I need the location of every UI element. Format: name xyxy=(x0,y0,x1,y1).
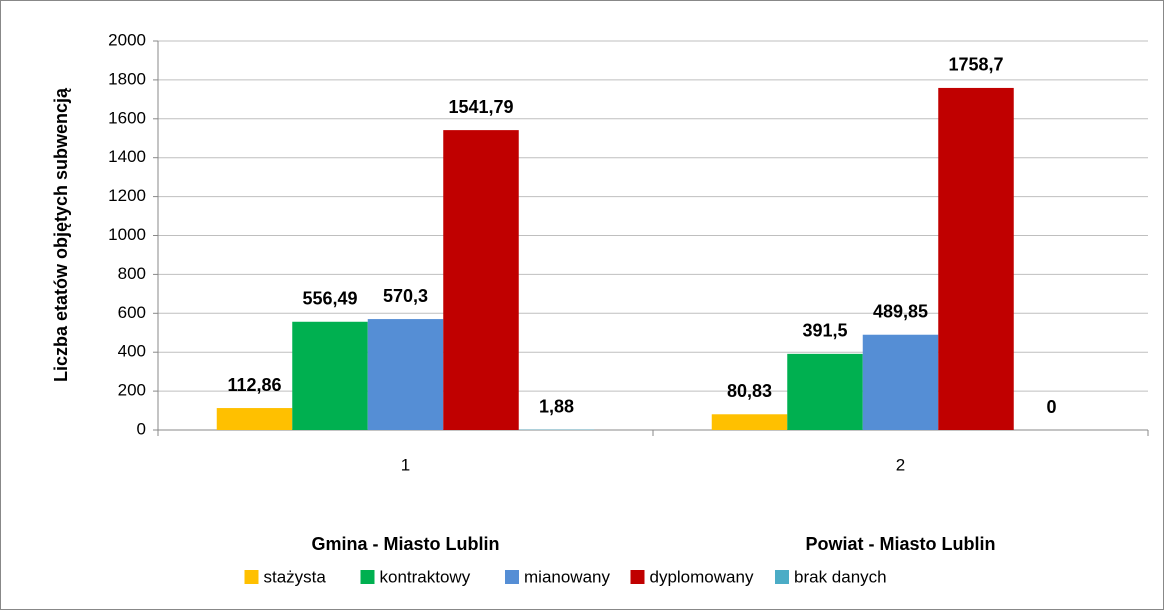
data-label: 1541,79 xyxy=(448,97,513,117)
legend-label: kontraktowy xyxy=(380,567,471,586)
data-label: 570,3 xyxy=(383,286,428,306)
y-tick-label: 600 xyxy=(118,303,146,322)
data-label: 556,49 xyxy=(302,289,357,309)
bar xyxy=(292,321,368,430)
legend-swatch xyxy=(244,570,259,584)
data-label: 1758,7 xyxy=(948,55,1003,75)
y-tick-label: 400 xyxy=(118,342,146,361)
y-tick-label: 200 xyxy=(118,381,146,400)
x-tick-label: 1 xyxy=(401,455,410,474)
legend-label: brak danych xyxy=(794,567,887,586)
legend-label: mianowany xyxy=(524,567,610,586)
legend-label: stażysta xyxy=(264,567,327,586)
data-label: 80,83 xyxy=(727,381,772,401)
x-tick-label: 2 xyxy=(896,455,905,474)
data-label: 489,85 xyxy=(873,301,928,321)
y-tick-label: 1000 xyxy=(108,225,146,244)
y-axis-label: Liczba etatów objętych subwencją xyxy=(51,87,71,382)
legend-swatch xyxy=(360,570,375,584)
legend-swatch xyxy=(775,570,789,584)
data-label: 112,86 xyxy=(227,375,281,395)
bar xyxy=(862,334,939,430)
y-tick-label: 1600 xyxy=(108,108,146,127)
data-label: 0 xyxy=(1046,397,1056,417)
bar xyxy=(443,130,519,431)
bar xyxy=(216,408,293,430)
y-tick-label: 0 xyxy=(137,419,146,438)
legend-swatch xyxy=(505,570,519,584)
y-tick-label: 1200 xyxy=(108,186,146,205)
legend-swatch xyxy=(630,570,645,584)
data-label: 1,88 xyxy=(539,396,574,416)
group-label: Gmina - Miasto Lublin xyxy=(312,534,500,554)
bar xyxy=(787,353,863,430)
y-tick-label: 1400 xyxy=(108,147,146,166)
bar xyxy=(938,87,1014,430)
y-tick-label: 800 xyxy=(118,264,146,283)
bar xyxy=(711,414,788,430)
y-tick-label: 2000 xyxy=(108,30,146,49)
group-label: Powiat - Miasto Lublin xyxy=(806,534,996,554)
legend-label: dyplomowany xyxy=(650,567,754,586)
bar xyxy=(367,319,444,430)
y-tick-label: 1800 xyxy=(108,69,146,88)
data-label: 391,5 xyxy=(802,321,847,341)
